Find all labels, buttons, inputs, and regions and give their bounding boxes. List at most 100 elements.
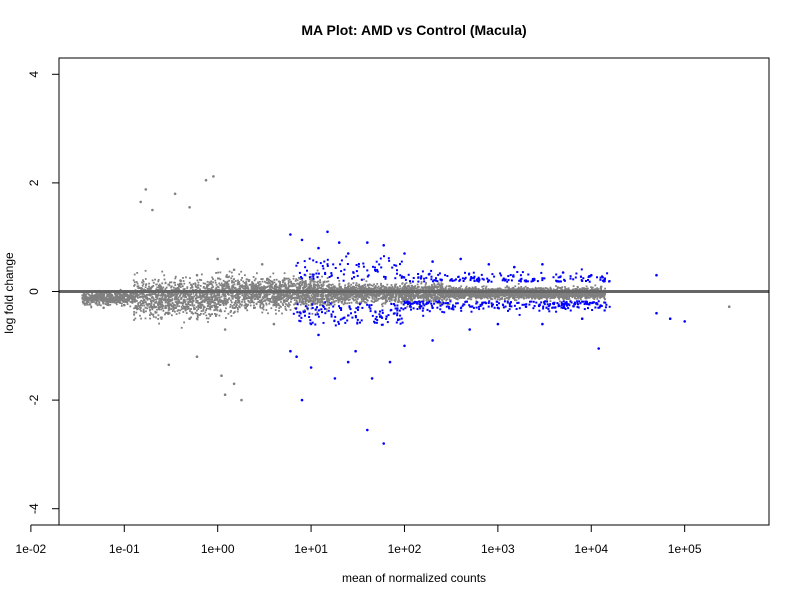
data-point	[139, 295, 142, 299]
data-point	[188, 317, 191, 321]
data-point	[85, 301, 89, 304]
data-point	[561, 271, 565, 274]
data-point	[188, 206, 191, 209]
y-tick-label: -2	[27, 394, 41, 405]
data-point	[468, 328, 472, 331]
data-point	[431, 260, 434, 263]
data-point	[167, 363, 171, 367]
data-point	[337, 241, 341, 244]
data-point	[223, 393, 227, 397]
data-point	[459, 257, 463, 261]
data-point	[204, 178, 208, 182]
data-point	[597, 347, 600, 350]
data-point	[333, 377, 337, 380]
data-point	[487, 263, 491, 266]
data-point	[317, 333, 320, 337]
data-point	[113, 298, 117, 301]
data-point	[281, 279, 285, 282]
y-tick-label: 0	[27, 288, 41, 295]
data-point	[524, 305, 528, 309]
data-point	[240, 398, 243, 402]
data-point	[354, 349, 357, 353]
data-point	[513, 265, 516, 269]
data-point	[496, 322, 500, 326]
data-point	[144, 188, 148, 191]
data-point	[223, 328, 227, 331]
data-point	[403, 344, 406, 348]
data-point	[388, 360, 392, 364]
data-point	[309, 366, 313, 369]
data-point	[102, 306, 105, 310]
axes: 1e-02 1e-01 1e+00 1e+01 1e+02 1e+03 1e+04 1e+05…	[16, 71, 702, 556]
x-tick-label: 1e+03	[481, 542, 515, 556]
data-point	[655, 273, 658, 277]
data-point	[232, 268, 236, 272]
data-point	[382, 442, 386, 445]
data-point	[496, 287, 500, 291]
data-point	[295, 355, 298, 359]
data-point	[260, 263, 264, 266]
data-point	[370, 377, 374, 380]
data-point	[289, 233, 292, 236]
series-1	[289, 230, 686, 445]
data-point	[160, 287, 163, 291]
data-point	[151, 208, 154, 212]
data-point	[151, 306, 154, 310]
data-point	[580, 317, 584, 321]
series-0	[85, 175, 731, 402]
data-point	[346, 252, 350, 255]
x-tick-label: 1e+05	[668, 542, 702, 556]
data-point	[354, 295, 357, 299]
data-point	[167, 311, 171, 315]
x-tick-label: 1e-01	[109, 542, 140, 556]
x-tick-label: 1e+00	[201, 542, 235, 556]
data-point	[668, 317, 672, 321]
data-point	[300, 301, 304, 304]
data-point	[655, 311, 658, 315]
data-point	[272, 322, 276, 326]
y-tick-label: 4	[27, 71, 41, 78]
data-point	[590, 273, 593, 277]
data-point	[683, 320, 686, 323]
data-point	[289, 349, 292, 353]
data-point	[300, 238, 304, 242]
data-point	[94, 302, 98, 305]
data-point	[207, 301, 210, 304]
data-point	[326, 230, 329, 234]
data-point	[317, 246, 320, 250]
data-point	[561, 306, 565, 310]
x-tick-label: 1e+02	[388, 542, 422, 556]
data-point	[403, 284, 406, 288]
data-point	[403, 252, 406, 255]
data-point	[382, 244, 386, 247]
y-tick-label: -4	[27, 503, 41, 514]
data-point	[195, 355, 199, 359]
data-point	[244, 306, 248, 310]
data-point	[541, 322, 544, 326]
data-point	[173, 192, 177, 196]
data-point	[727, 305, 731, 309]
data-point	[220, 374, 223, 378]
data-point	[123, 303, 126, 307]
data-point	[366, 241, 369, 244]
y-tick-label: 2	[27, 179, 41, 186]
data-point	[431, 339, 434, 342]
data-point	[300, 398, 304, 402]
data-point	[496, 306, 500, 310]
data-point	[195, 273, 199, 277]
plot-area	[59, 175, 769, 445]
x-axis-label: mean of normalized counts	[342, 571, 486, 585]
x-tick-label: 1e+01	[294, 542, 328, 556]
data-point	[216, 257, 219, 261]
x-tick-label: 1e+04	[574, 542, 608, 556]
data-point	[232, 382, 236, 386]
chart-title: MA Plot: AMD vs Control (Macula)	[301, 22, 526, 38]
data-point	[212, 175, 215, 178]
data-point	[179, 279, 182, 282]
data-point	[447, 292, 451, 296]
y-axis-label: log fold change	[2, 252, 16, 334]
data-point	[366, 428, 369, 432]
data-point	[326, 284, 329, 288]
data-point	[431, 306, 434, 310]
